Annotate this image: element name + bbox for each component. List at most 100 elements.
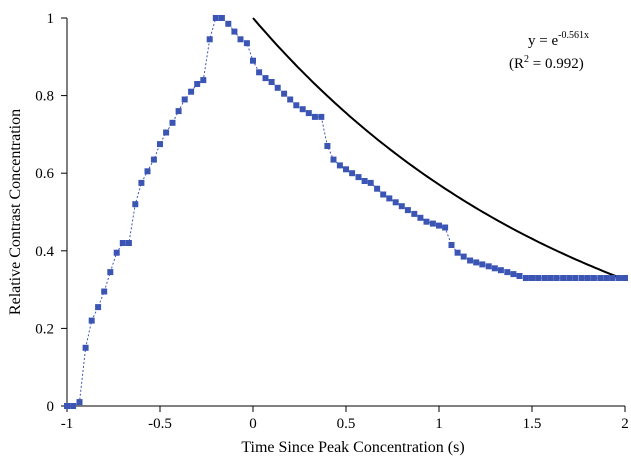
data-point <box>448 242 455 248</box>
data-point <box>76 399 83 406</box>
data-points <box>64 15 628 409</box>
x-tick-label: -0.5 <box>148 416 172 432</box>
data-point <box>436 222 442 229</box>
data-point <box>318 113 325 120</box>
data-point <box>479 261 486 268</box>
y-tick-label: 0.8 <box>35 89 54 105</box>
data-point <box>64 403 70 409</box>
x-axis-ticks: -1 -0.5 0 0.5 1 1.5 2 <box>61 406 629 432</box>
data-point <box>150 156 157 163</box>
data-point <box>169 119 176 126</box>
data-point <box>572 275 579 281</box>
data-point <box>336 162 343 169</box>
data-point <box>113 249 120 256</box>
data-point <box>392 199 399 206</box>
data-point <box>560 275 567 281</box>
data-point <box>423 218 430 225</box>
data-point <box>417 214 424 221</box>
y-axis-ticks: 0 0.2 0.4 0.6 0.8 1 <box>35 11 67 415</box>
y-tick-label: 0.4 <box>35 244 54 260</box>
data-point <box>88 317 95 324</box>
data-series-line <box>67 17 625 407</box>
data-point <box>262 75 269 82</box>
data-point <box>194 81 201 87</box>
data-point <box>212 15 219 21</box>
data-point <box>578 275 585 281</box>
data-point <box>566 275 573 281</box>
data-point <box>206 36 213 43</box>
fit-equation-line: y = e-0.561x <box>528 30 589 49</box>
data-point <box>584 275 591 281</box>
data-point <box>231 28 238 35</box>
data-point <box>144 168 151 175</box>
data-point <box>125 240 132 246</box>
data-point <box>367 179 374 186</box>
data-point <box>504 269 511 276</box>
data-point <box>70 403 77 409</box>
data-point <box>188 88 195 95</box>
data-point <box>622 275 628 281</box>
data-point <box>535 275 542 281</box>
data-point <box>529 275 535 281</box>
data-point <box>82 344 89 351</box>
x-tick-label: 2 <box>621 416 629 432</box>
x-axis-label: Time Since Peak Concentration (s) <box>241 439 464 456</box>
data-point <box>268 79 275 85</box>
data-point <box>597 275 604 281</box>
data-point <box>398 203 405 210</box>
data-point <box>343 166 349 173</box>
data-point <box>299 106 306 113</box>
data-point <box>380 191 387 198</box>
data-point <box>107 269 114 276</box>
data-point <box>473 259 480 266</box>
r2-superscript: 2 <box>524 54 529 65</box>
x-tick-label: -1 <box>61 416 74 432</box>
data-point <box>138 179 145 186</box>
data-point <box>491 265 498 272</box>
data-point <box>163 129 170 136</box>
data-point <box>95 304 102 311</box>
data-point <box>225 20 232 27</box>
data-point <box>522 275 529 281</box>
data-point <box>243 40 250 47</box>
fit-curve <box>252 17 626 281</box>
data-point <box>157 141 163 148</box>
fit-equation: y = e-0.561x (R2 = 0.992) <box>509 30 589 72</box>
data-point <box>609 275 616 281</box>
x-tick-label: 0.5 <box>337 416 356 432</box>
y-axis-label: Relative Contrast Concentration <box>7 109 24 315</box>
data-point <box>615 275 622 281</box>
data-point <box>256 69 263 76</box>
data-point <box>386 195 393 202</box>
data-point <box>101 288 108 295</box>
data-point <box>467 257 474 264</box>
r-squared-line: (R2 = 0.992) <box>509 54 584 72</box>
data-point <box>485 263 492 270</box>
data-point <box>411 210 418 217</box>
data-point <box>132 201 139 208</box>
data-point <box>330 156 337 163</box>
data-point <box>250 57 256 64</box>
data-point <box>361 178 368 184</box>
data-point <box>119 240 126 246</box>
data-point <box>218 15 225 21</box>
data-point <box>541 275 548 281</box>
data-point <box>553 275 560 281</box>
data-point <box>274 84 281 91</box>
r2-close: = 0.992) <box>529 56 584 72</box>
data-point <box>324 143 331 149</box>
r2-open: (R <box>509 56 524 72</box>
x-tick-label: 1.5 <box>523 416 542 432</box>
data-point <box>429 220 436 227</box>
data-point <box>590 275 597 281</box>
y-tick-label: 0 <box>47 399 55 415</box>
data-point <box>547 275 554 281</box>
data-point <box>237 36 244 43</box>
data-point <box>603 275 610 281</box>
data-point <box>281 90 288 97</box>
y-tick-label: 1 <box>47 11 55 27</box>
data-point <box>374 185 381 192</box>
x-tick-label: 0 <box>249 416 257 432</box>
data-point <box>305 110 312 117</box>
